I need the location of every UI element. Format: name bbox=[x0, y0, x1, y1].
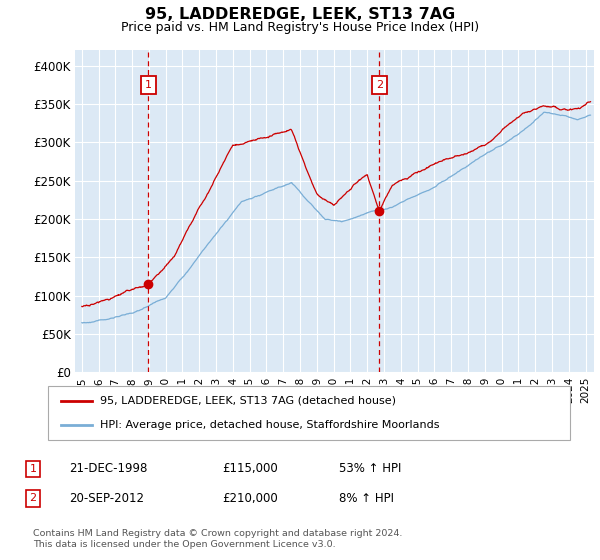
Text: 21-DEC-1998: 21-DEC-1998 bbox=[69, 462, 148, 475]
Text: 53% ↑ HPI: 53% ↑ HPI bbox=[339, 462, 401, 475]
Text: Contains HM Land Registry data © Crown copyright and database right 2024.
This d: Contains HM Land Registry data © Crown c… bbox=[33, 529, 403, 549]
Text: 1: 1 bbox=[29, 464, 37, 474]
Text: 8% ↑ HPI: 8% ↑ HPI bbox=[339, 492, 394, 505]
Text: £210,000: £210,000 bbox=[222, 492, 278, 505]
Text: 20-SEP-2012: 20-SEP-2012 bbox=[69, 492, 144, 505]
Text: 2: 2 bbox=[376, 80, 383, 90]
Text: 95, LADDEREDGE, LEEK, ST13 7AG (detached house): 95, LADDEREDGE, LEEK, ST13 7AG (detached… bbox=[100, 396, 396, 406]
Text: 2: 2 bbox=[29, 493, 37, 503]
Text: 1: 1 bbox=[145, 80, 152, 90]
FancyBboxPatch shape bbox=[48, 386, 570, 440]
Text: Price paid vs. HM Land Registry's House Price Index (HPI): Price paid vs. HM Land Registry's House … bbox=[121, 21, 479, 34]
Text: 95, LADDEREDGE, LEEK, ST13 7AG: 95, LADDEREDGE, LEEK, ST13 7AG bbox=[145, 7, 455, 22]
Text: HPI: Average price, detached house, Staffordshire Moorlands: HPI: Average price, detached house, Staf… bbox=[100, 420, 440, 430]
Text: £115,000: £115,000 bbox=[222, 462, 278, 475]
